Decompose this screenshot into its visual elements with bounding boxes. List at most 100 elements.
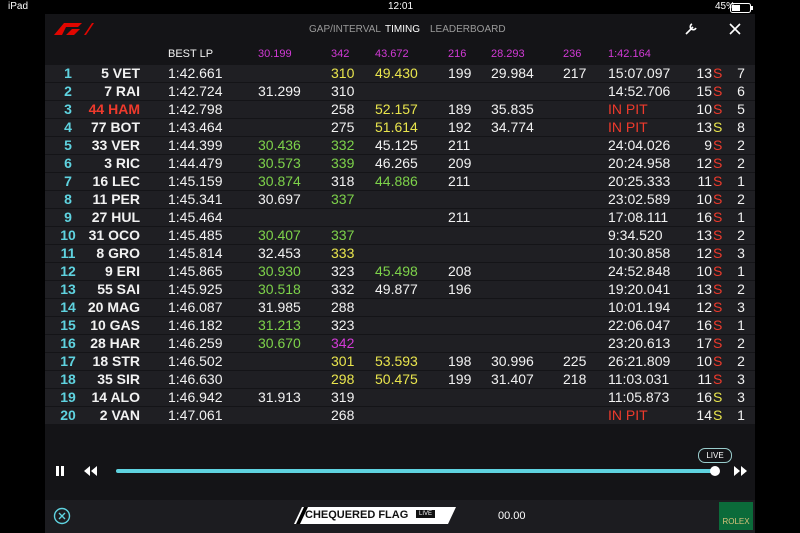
timing-cell: 1 <box>737 263 745 279</box>
settings-icon[interactable] <box>683 21 699 37</box>
timing-cell: 323 <box>331 263 355 279</box>
row-background <box>45 65 755 82</box>
timing-cell: 2 <box>737 227 745 243</box>
column-header: 1:42.164 <box>608 48 651 60</box>
timing-cell: 13 <box>696 281 712 297</box>
timing-cell: 30.930 <box>258 263 301 279</box>
timing-cell: 211 <box>448 173 471 189</box>
timing-cell: 208 <box>448 263 472 279</box>
close-icon[interactable] <box>728 22 742 36</box>
driver: 3 RIC <box>104 155 140 171</box>
timing-cell: 12 <box>696 155 712 171</box>
driver: 20 MAG <box>87 299 140 315</box>
nav-tab[interactable]: TIMING <box>385 24 420 35</box>
timing-cell: 1:44.479 <box>168 155 223 171</box>
position: 19 <box>60 389 76 405</box>
timing-cell: 53.593 <box>375 353 418 369</box>
flag-live-badge: LIVE <box>416 510 436 518</box>
progress-bar[interactable] <box>112 464 724 478</box>
rewind-button[interactable] <box>82 464 98 478</box>
position: 4 <box>64 119 72 135</box>
timing-cell: 10:01.194 <box>608 299 671 315</box>
status-battery: 45% <box>715 1 736 12</box>
timing-cell: S <box>713 101 723 117</box>
driver: 7 RAI <box>104 83 140 99</box>
row-background <box>45 281 755 298</box>
column-header: 236 <box>563 48 582 60</box>
timing-cell: 52.157 <box>375 101 418 117</box>
timing-cell: 189 <box>448 101 472 117</box>
position: 16 <box>60 335 76 351</box>
driver: 44 HAM <box>88 101 140 117</box>
timing-cell: 23:20.613 <box>608 335 671 351</box>
timing-cell: 319 <box>331 389 355 405</box>
timing-cell: 15 <box>696 83 712 99</box>
timing-cell: 1:42.798 <box>168 101 223 117</box>
timing-cell: S <box>713 317 723 333</box>
position: 17 <box>60 353 76 369</box>
timing-cell: 16 <box>696 209 712 225</box>
status-time: 12:01 <box>388 1 414 12</box>
position: 2 <box>64 83 72 99</box>
timing-cell: S <box>713 191 723 207</box>
timing-cell: 2 <box>737 137 745 153</box>
timing-cell: 46.265 <box>375 155 418 171</box>
timing-cell: 218 <box>563 371 587 387</box>
column-header: 342 <box>331 48 350 60</box>
forward-button[interactable] <box>733 464 749 478</box>
timing-cell: 323 <box>331 317 355 333</box>
nav-tab[interactable]: LEADERBOARD <box>430 24 506 35</box>
timing-cell: 333 <box>331 245 355 261</box>
timing-cell: 10 <box>696 263 712 279</box>
timing-cell: 1:46.502 <box>168 353 223 369</box>
timing-cell: 12 <box>696 245 712 261</box>
timing-cell: 225 <box>563 353 587 369</box>
nav-tab[interactable]: GAP/INTERVAL <box>309 24 381 35</box>
timing-cell: 1:42.724 <box>168 83 223 99</box>
timing-cell: 14 <box>696 407 712 423</box>
timing-cell: S <box>713 299 723 315</box>
timing-cell: 6 <box>737 83 745 99</box>
timing-cell: 8 <box>737 119 745 135</box>
timing-cell: 288 <box>331 299 355 315</box>
timing-cell: 199 <box>448 65 472 81</box>
timing-cell: S <box>713 389 723 405</box>
timing-cell: 11:03.031 <box>608 371 670 387</box>
position: 8 <box>64 191 72 207</box>
timing-cell: S <box>713 65 723 81</box>
position: 7 <box>64 173 72 189</box>
timing-cell: 11 <box>697 371 712 387</box>
timing-cell: 1 <box>737 173 745 189</box>
timing-cell: 342 <box>331 335 355 351</box>
timing-cell: 14:52.706 <box>608 83 671 99</box>
position: 20 <box>60 407 76 423</box>
timing-cell: IN PIT <box>608 101 648 117</box>
timing-cell: 5 <box>737 101 745 117</box>
row-background <box>45 137 755 154</box>
flag-status: CHEQUERED FLAG <box>305 509 409 521</box>
timing-cell: 192 <box>448 119 472 135</box>
timing-cell: 24:04.026 <box>608 137 671 153</box>
live-button[interactable]: LIVE <box>698 448 732 463</box>
sponsor-logo: ROLEX <box>719 502 753 530</box>
position: 1 <box>64 65 72 81</box>
timing-cell: 1:47.061 <box>168 407 223 423</box>
timing-cell: IN PIT <box>608 407 648 423</box>
pause-button[interactable] <box>54 464 66 478</box>
row-background <box>45 101 755 118</box>
menu-button[interactable] <box>53 507 71 525</box>
timing-cell: 2 <box>737 335 745 351</box>
timing-cell: 1:45.814 <box>168 245 223 261</box>
position: 10 <box>60 227 76 243</box>
driver: 28 HAR <box>90 335 140 351</box>
driver: 16 LEC <box>92 173 140 189</box>
column-header: 30.199 <box>258 48 292 60</box>
timing-cell: 258 <box>331 101 355 117</box>
timing-cell: S <box>713 335 723 351</box>
timing-cell: 10 <box>696 191 712 207</box>
timing-cell: 30.436 <box>258 137 301 153</box>
f1-logo[interactable] <box>52 20 94 36</box>
timing-cell: 1:43.464 <box>168 119 223 135</box>
timing-cell: 45.498 <box>375 263 418 279</box>
timing-cell: IN PIT <box>608 119 648 135</box>
